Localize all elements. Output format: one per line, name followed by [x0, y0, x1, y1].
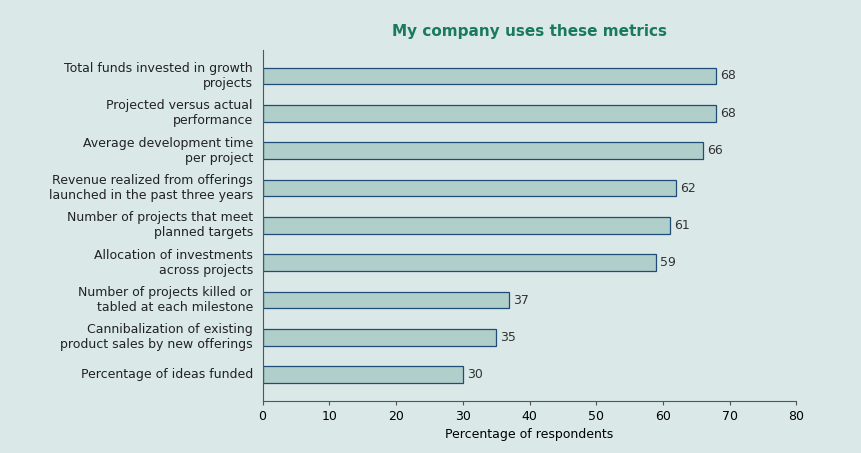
Title: My company uses these metrics: My company uses these metrics — [392, 24, 667, 39]
Text: 59: 59 — [660, 256, 676, 269]
Text: 61: 61 — [673, 219, 690, 232]
Bar — [263, 217, 670, 234]
Bar — [263, 254, 656, 271]
Text: 35: 35 — [500, 331, 516, 344]
Text: 68: 68 — [721, 107, 736, 120]
Text: 30: 30 — [467, 368, 483, 381]
Text: 62: 62 — [680, 182, 696, 194]
Bar — [263, 105, 716, 122]
Bar — [263, 329, 496, 346]
Text: 66: 66 — [707, 144, 722, 157]
Text: 68: 68 — [721, 69, 736, 82]
Bar — [263, 180, 677, 197]
Bar — [263, 67, 716, 84]
Bar — [263, 292, 510, 308]
Bar — [263, 366, 463, 383]
X-axis label: Percentage of respondents: Percentage of respondents — [445, 429, 614, 442]
Bar — [263, 142, 703, 159]
Text: 37: 37 — [513, 294, 530, 307]
